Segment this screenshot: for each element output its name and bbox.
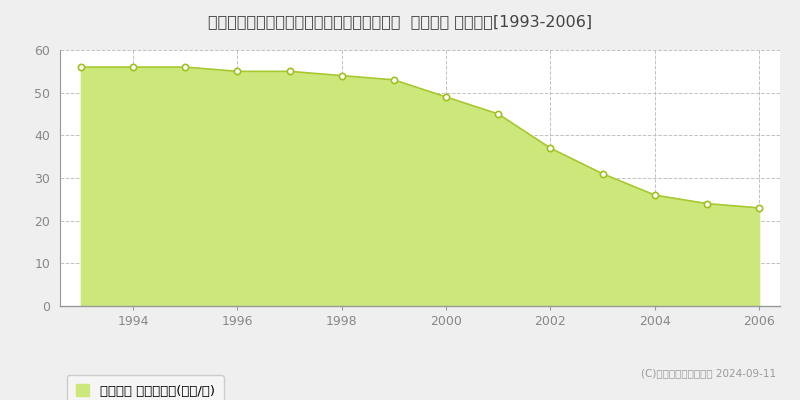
Text: 兵庫県川辺郡猪名川町若葉１丁目３２番１３  地価公示 地価推移[1993-2006]: 兵庫県川辺郡猪名川町若葉１丁目３２番１３ 地価公示 地価推移[1993-2006… bbox=[208, 14, 592, 29]
Legend: 地価公示 平均坪単価(万円/坪): 地価公示 平均坪単価(万円/坪) bbox=[66, 375, 224, 400]
Text: (C)土地価格ドットコム 2024-09-11: (C)土地価格ドットコム 2024-09-11 bbox=[641, 368, 776, 378]
